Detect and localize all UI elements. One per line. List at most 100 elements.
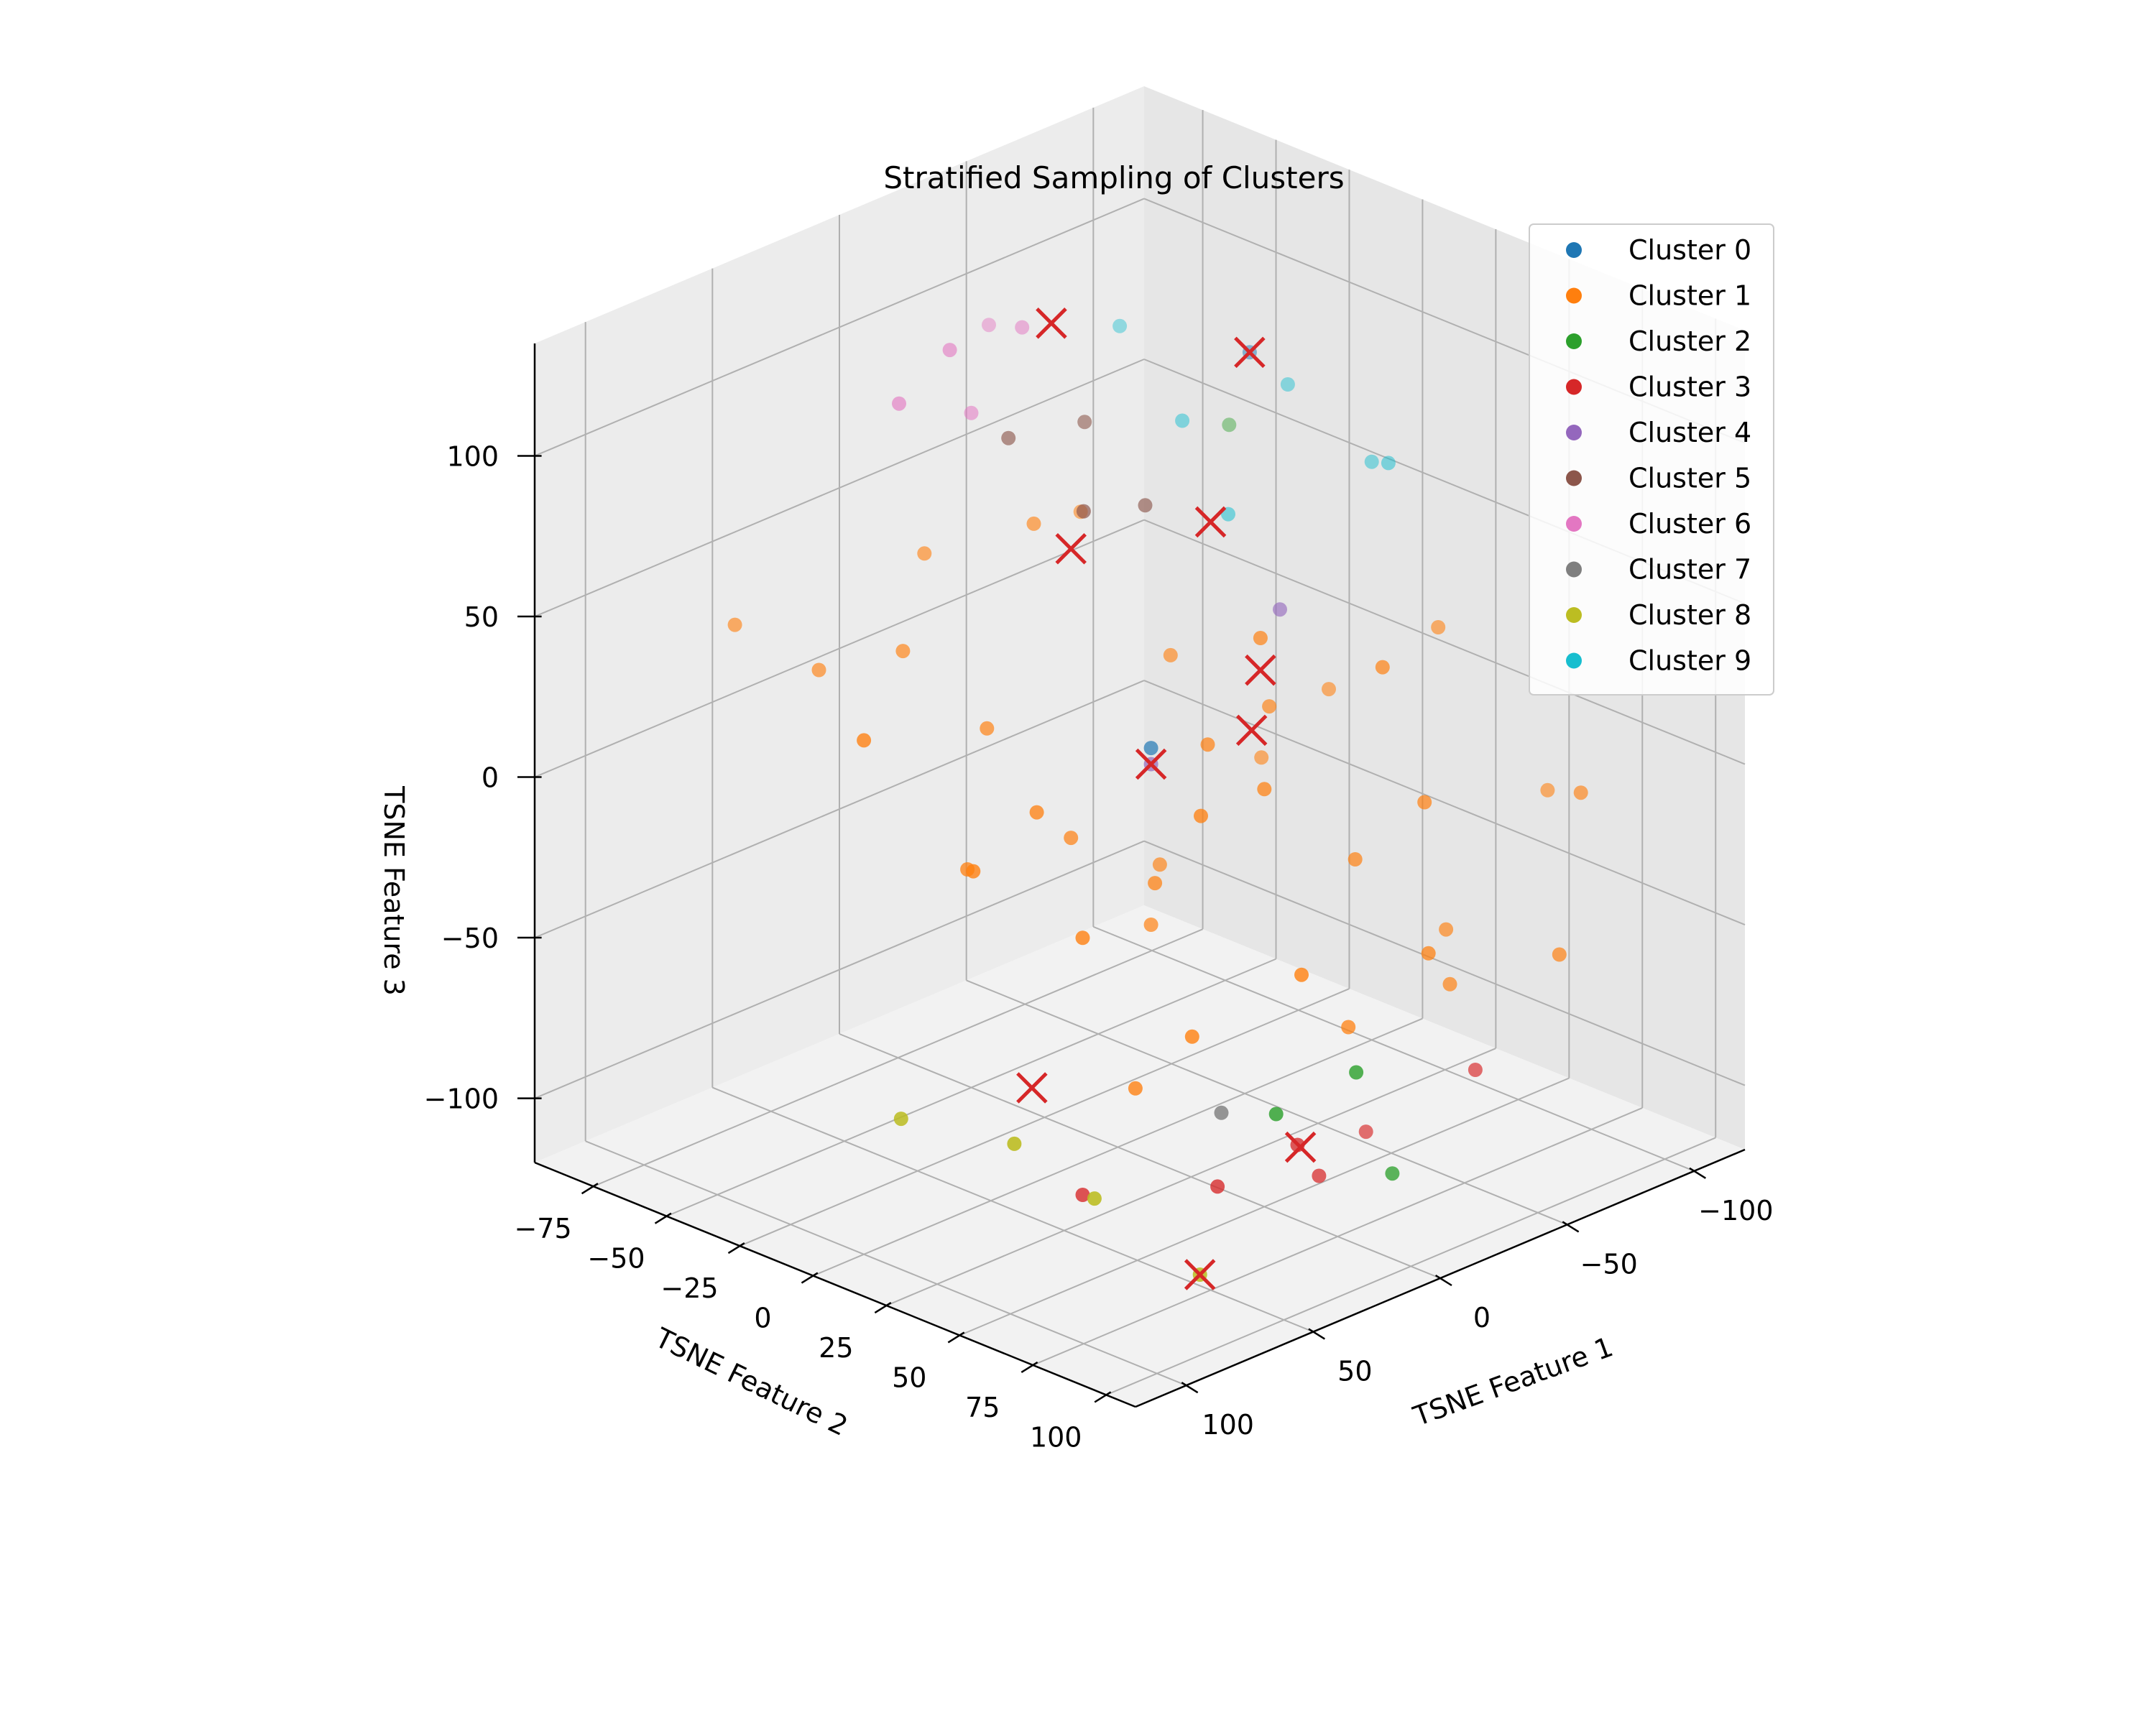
data-point: [1417, 795, 1432, 810]
grid-line-z-left: [534, 680, 1145, 938]
data-point: [1253, 631, 1268, 645]
y-tick-label-mark: [874, 1301, 892, 1314]
y-tick-label-mark: [1021, 1361, 1038, 1374]
data-point: [1075, 930, 1090, 946]
sampled-marker: [1194, 506, 1227, 538]
x-tick-label: 100: [1202, 1409, 1254, 1441]
data-point: [1262, 699, 1277, 714]
data-point: [857, 733, 872, 748]
data-point: [1163, 647, 1178, 662]
y-tick-label: −75: [514, 1213, 571, 1244]
grid-line-z-right: [1143, 519, 1746, 765]
z-tick-label: −50: [441, 923, 499, 954]
sampled-marker-stroke: [1284, 1131, 1317, 1163]
y-axis-line: [534, 1161, 1136, 1408]
legend-label: Cluster 1: [1628, 280, 1751, 312]
data-point: [964, 405, 979, 420]
data-point: [1442, 976, 1457, 992]
sampled-marker: [1245, 654, 1276, 686]
data-point: [1385, 1166, 1400, 1181]
data-point: [960, 862, 975, 877]
data-point: [1375, 660, 1390, 675]
grid-line-z-left: [534, 519, 1145, 778]
grid-line-x-floor: [1092, 925, 1695, 1172]
z-tick-label: −100: [424, 1084, 499, 1115]
data-point: [1076, 504, 1091, 519]
legend-marker: [1566, 607, 1582, 623]
sampled-marker-stroke: [1016, 1072, 1048, 1104]
legend-item: Cluster 3: [1566, 371, 1751, 403]
data-point: [1280, 377, 1295, 392]
grid-line-y-floor: [1032, 1107, 1643, 1366]
data-point: [1322, 682, 1336, 697]
grid-line-x-floor: [966, 979, 1568, 1226]
legend-label: Cluster 9: [1628, 645, 1751, 677]
sampled-markers: [1016, 308, 1317, 1290]
data-point: [727, 617, 742, 632]
data-point: [1364, 454, 1379, 469]
data-point: [1210, 1179, 1225, 1194]
legend-marker: [1566, 287, 1582, 304]
data-point: [1222, 417, 1237, 433]
sampled-marker-stroke: [1184, 1259, 1216, 1290]
legend-item: Cluster 9: [1566, 645, 1751, 677]
data-point: [1175, 413, 1190, 428]
grid-line-y-floor: [885, 1048, 1496, 1306]
x-tick-label-mark: [1562, 1221, 1580, 1233]
data-point: [982, 318, 996, 333]
data-point: [1007, 1136, 1022, 1151]
sampled-marker-stroke: [1055, 533, 1087, 565]
sampled-marker: [1235, 714, 1268, 747]
y-tick-label: 0: [754, 1303, 771, 1334]
legend-box: [1529, 223, 1774, 696]
sampled-marker: [1055, 533, 1087, 565]
data-point: [1268, 1106, 1284, 1122]
legend-label: Cluster 4: [1628, 417, 1751, 448]
legend-item: Cluster 0: [1566, 234, 1751, 266]
data-point: [1381, 456, 1396, 471]
legend-marker: [1566, 242, 1582, 258]
grid-lines: [534, 107, 1746, 1396]
grid-line-y-floor: [959, 1077, 1570, 1336]
sampled-marker-stroke: [1194, 506, 1227, 538]
y-tick-label: 100: [1030, 1421, 1082, 1453]
x-tick-label: 0: [1473, 1302, 1491, 1334]
legend-label: Cluster 7: [1628, 554, 1751, 586]
z-tick-label: 0: [482, 762, 499, 794]
grid-line-x-floor: [585, 1140, 1187, 1387]
y-tick-label-mark: [947, 1331, 965, 1344]
grid-line-z-left: [534, 198, 1145, 457]
data-point: [1152, 857, 1167, 872]
y-tick-label: −25: [660, 1272, 718, 1304]
x-tick-label: −50: [1580, 1248, 1638, 1280]
data-point: [1221, 507, 1235, 522]
data-point: [1294, 967, 1309, 982]
legend-marker: [1566, 516, 1582, 532]
tick-labels: −100 −50 0 50 100 −75 −50 −25 0 25 50 75 100 −100 −50 0…: [424, 440, 1774, 1453]
legend-item: Cluster 2: [1566, 325, 1751, 357]
grid-line-y-floor: [740, 988, 1350, 1247]
legend-label: Cluster 6: [1628, 508, 1751, 540]
data-point: [1087, 1191, 1102, 1206]
data-point: [1064, 831, 1079, 846]
legend-marker: [1566, 425, 1582, 440]
sampled-marker-stroke: [1245, 654, 1276, 686]
data-point: [1348, 852, 1363, 867]
grid-line-y-floor: [1105, 1137, 1716, 1396]
legend-marker: [1566, 379, 1582, 395]
sampled-marker-stroke: [1036, 308, 1067, 339]
sampled-marker: [1234, 336, 1266, 369]
legend-item: Cluster 5: [1566, 463, 1751, 494]
x-axis-label: TSNE Feature 1: [1409, 1331, 1617, 1432]
axis-lines: [517, 343, 1746, 1408]
data-point: [1112, 318, 1128, 333]
legend-label: Cluster 0: [1628, 234, 1751, 266]
data-point: [1200, 737, 1215, 752]
data-point: [1138, 498, 1153, 513]
data-point: [917, 546, 932, 561]
sampled-marker: [1036, 308, 1067, 339]
legend-marker: [1566, 652, 1582, 669]
data-point: [1349, 1065, 1364, 1080]
